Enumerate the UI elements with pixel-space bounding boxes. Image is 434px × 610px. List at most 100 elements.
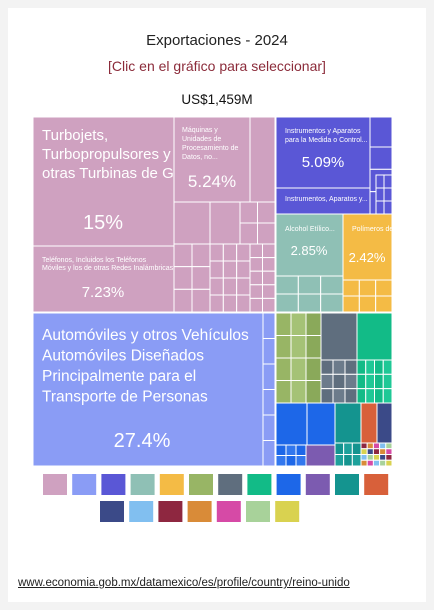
tile-misc-small[interactable] xyxy=(360,448,368,455)
tile-pink-small[interactable] xyxy=(209,260,224,279)
tile-misc-small[interactable] xyxy=(366,448,374,455)
tile-green[interactable] xyxy=(382,359,393,375)
tile-slate[interactable] xyxy=(344,373,358,390)
tile-pink-small[interactable] xyxy=(249,270,263,286)
tile-sea[interactable] xyxy=(334,442,345,455)
tile-teal-small[interactable] xyxy=(297,293,322,313)
tile-green[interactable] xyxy=(374,359,384,375)
tile-pink-small[interactable] xyxy=(191,243,211,268)
tile-pink-small[interactable] xyxy=(173,288,193,313)
tile-orange[interactable] xyxy=(360,402,378,444)
tile-indigo-small[interactable] xyxy=(383,174,393,189)
tile-pink-small[interactable] xyxy=(191,266,211,290)
tile-olive[interactable] xyxy=(290,357,307,381)
legend-swatch[interactable] xyxy=(364,474,389,495)
tile-sea[interactable] xyxy=(343,442,353,455)
tile-indigo-small[interactable] xyxy=(375,200,385,215)
tile-misc-small[interactable] xyxy=(372,448,381,455)
tile-olive[interactable] xyxy=(305,312,322,336)
tile-pink-small[interactable] xyxy=(191,288,211,313)
tile-olive[interactable] xyxy=(290,380,307,404)
tile-pink-small[interactable] xyxy=(239,201,258,224)
tile-pink-small[interactable] xyxy=(239,222,258,245)
legend-swatch[interactable] xyxy=(247,474,272,495)
tile-misc-small[interactable] xyxy=(372,442,381,450)
tile-olive[interactable] xyxy=(305,380,322,404)
tile-amber-small[interactable] xyxy=(342,279,360,297)
tile-misc-small[interactable] xyxy=(379,454,387,461)
tile-blue-small[interactable] xyxy=(262,389,276,416)
tile-blue-small[interactable] xyxy=(262,440,276,467)
tile-royal[interactable] xyxy=(275,402,308,446)
tile-pink-small[interactable] xyxy=(249,284,263,299)
tile-navy[interactable] xyxy=(376,402,393,444)
tile-misc-small[interactable] xyxy=(385,442,393,450)
legend-swatch[interactable] xyxy=(159,474,184,495)
legend-swatch[interactable] xyxy=(218,474,243,495)
tile-green[interactable] xyxy=(382,388,393,404)
tile-pink-small[interactable] xyxy=(173,201,211,245)
tile-slate[interactable] xyxy=(332,359,346,375)
tile-slate[interactable] xyxy=(320,388,334,404)
tile-royal[interactable] xyxy=(285,444,297,456)
tile-olive[interactable] xyxy=(275,335,292,359)
tile-pink-small[interactable] xyxy=(209,243,224,262)
tile-blue-small[interactable] xyxy=(262,363,276,390)
tile-pink-small[interactable] xyxy=(209,294,224,313)
tile-teal-small[interactable] xyxy=(320,275,344,295)
tile-pink-small[interactable] xyxy=(222,243,238,262)
tile-pink-small[interactable] xyxy=(173,243,193,268)
tile-pink-small[interactable] xyxy=(249,243,263,259)
tile-pink-small[interactable] xyxy=(236,294,251,313)
tile-olive[interactable] xyxy=(275,380,292,404)
tile-royal[interactable] xyxy=(295,455,307,467)
source-link[interactable]: www.economia.gob.mx/datamexico/es/profil… xyxy=(18,577,350,589)
tile-royal[interactable] xyxy=(295,444,307,456)
legend-swatch[interactable] xyxy=(129,501,154,522)
tile-amber-small[interactable] xyxy=(375,295,393,313)
tile-amber-small[interactable] xyxy=(375,279,393,297)
tile-misc-small[interactable] xyxy=(366,459,374,467)
legend-swatch[interactable] xyxy=(335,474,359,495)
tile-slate[interactable] xyxy=(344,359,358,375)
tile-turbojets[interactable] xyxy=(32,116,175,247)
tile-indigo-small[interactable] xyxy=(375,187,385,202)
tile-blue-small[interactable] xyxy=(262,414,276,441)
tile-sea[interactable] xyxy=(351,454,362,467)
tile-green[interactable] xyxy=(356,373,367,390)
tile-slate[interactable] xyxy=(320,373,334,390)
tile-royal[interactable] xyxy=(275,444,287,456)
tile-olive[interactable] xyxy=(275,357,292,381)
legend-swatch[interactable] xyxy=(305,474,330,495)
tile-misc-small[interactable] xyxy=(385,454,393,461)
tile-telefonos[interactable] xyxy=(32,245,175,313)
tile-automoviles[interactable] xyxy=(32,312,276,467)
legend-swatch[interactable] xyxy=(246,501,270,522)
tile-teal-small[interactable] xyxy=(275,275,299,295)
tile-sea[interactable] xyxy=(334,402,362,444)
tile-purple[interactable] xyxy=(305,444,336,467)
tile-royal[interactable] xyxy=(275,455,287,467)
tile-green[interactable] xyxy=(365,373,375,390)
tile-green[interactable] xyxy=(356,359,367,375)
tile-amber-small[interactable] xyxy=(358,295,377,313)
tile-blue-small[interactable] xyxy=(262,312,276,339)
treemap-chart[interactable]: Turbojets, Turbopropulsores y otras Turbin… xyxy=(0,0,434,560)
tile-pink-small[interactable] xyxy=(262,270,276,286)
tile-pink-small[interactable] xyxy=(249,116,276,203)
tile-sea[interactable] xyxy=(334,454,345,467)
tile-pink-small[interactable] xyxy=(249,297,263,313)
tile-pink-small[interactable] xyxy=(222,277,238,296)
tile-pink-small[interactable] xyxy=(257,201,276,224)
tile-green[interactable] xyxy=(374,373,384,390)
tile-pink-small[interactable] xyxy=(236,260,251,279)
tile-misc-small[interactable] xyxy=(372,454,381,461)
legend-swatch[interactable] xyxy=(130,474,155,495)
tile-pink-small[interactable] xyxy=(222,260,238,279)
tile-green[interactable] xyxy=(382,373,393,390)
legend-swatch[interactable] xyxy=(72,474,97,495)
legend-swatch[interactable] xyxy=(101,474,126,495)
tile-sea[interactable] xyxy=(351,442,362,455)
tile-pink-small[interactable] xyxy=(209,277,224,296)
tile-green[interactable] xyxy=(374,388,384,404)
